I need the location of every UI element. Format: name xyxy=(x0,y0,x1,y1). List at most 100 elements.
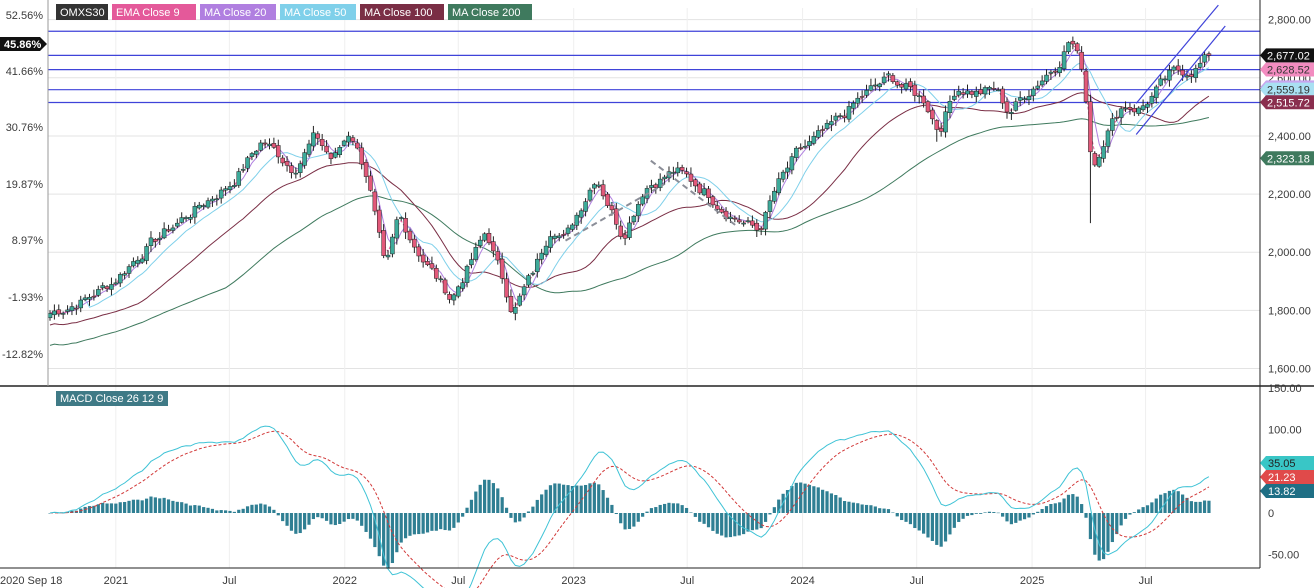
candle-up xyxy=(574,214,580,226)
macd-histogram-bar xyxy=(838,497,842,513)
candle-up xyxy=(881,76,887,84)
candle-down xyxy=(697,183,702,194)
candle-up xyxy=(1110,118,1115,131)
candle-up xyxy=(763,212,768,230)
candle-down xyxy=(719,209,724,213)
legend-swatch xyxy=(360,4,444,20)
macd-histogram-bar xyxy=(158,498,162,513)
candle-down xyxy=(895,81,900,86)
macd-histogram-bar xyxy=(162,497,166,513)
candle-down xyxy=(934,120,940,130)
candle-down xyxy=(1180,69,1185,76)
candle-up xyxy=(52,310,57,316)
macd-histogram-bar xyxy=(373,513,377,548)
macd-histogram-bar xyxy=(531,506,535,513)
candle-up xyxy=(631,215,637,223)
macd-histogram-bar xyxy=(667,502,671,513)
macd-histogram-bar xyxy=(149,496,153,513)
macd-histogram-bar xyxy=(417,513,421,535)
macd-histogram-bar xyxy=(1185,497,1189,513)
macd-histogram-bar xyxy=(939,513,943,547)
candle-down xyxy=(508,296,514,313)
macd-line xyxy=(49,425,1210,588)
macd-histogram-bar xyxy=(746,513,750,532)
x-tick-label: 2022 xyxy=(333,575,357,587)
candle-up xyxy=(1184,75,1190,78)
candle-up xyxy=(596,184,601,187)
macd-histogram-bar xyxy=(904,513,908,522)
candle-up xyxy=(987,87,992,90)
candle-up xyxy=(390,236,395,255)
candle-up xyxy=(87,296,92,300)
candle-up xyxy=(535,258,540,272)
candle-down xyxy=(960,92,966,95)
candle-down xyxy=(1132,108,1137,113)
candle-up xyxy=(227,186,233,190)
macd-histogram-bar xyxy=(456,513,460,523)
x-tick-label: 2021 xyxy=(104,575,128,587)
macd-histogram-bar xyxy=(140,500,144,513)
candle-down xyxy=(284,161,290,166)
macd-histogram-bar xyxy=(430,513,434,531)
candle-up xyxy=(47,313,53,319)
candle-down xyxy=(368,175,373,191)
macd-histogram-bar xyxy=(645,511,649,513)
candle-up xyxy=(210,198,215,202)
legend-label: MA Close 200 xyxy=(452,7,520,19)
candle-up xyxy=(1202,54,1207,63)
macd-histogram-bar xyxy=(996,512,1000,514)
price-tag-shape xyxy=(1260,82,1314,97)
candle-up xyxy=(767,200,773,212)
candle-up xyxy=(627,222,632,238)
legend-item: OMXS30 xyxy=(56,4,108,20)
macd-histogram-bar xyxy=(983,512,987,513)
candle-down xyxy=(372,191,378,212)
macd-histogram-bar xyxy=(1115,513,1119,535)
macd-histogram-bar xyxy=(390,513,395,564)
candle-up xyxy=(741,222,746,225)
candle-down xyxy=(1127,107,1133,110)
price-tag: 2,677.02 xyxy=(1260,48,1314,63)
macd-histogram-bar xyxy=(101,502,105,513)
y-tick-label-price: 1,800.00 xyxy=(1268,305,1311,317)
macd-histogram-bar xyxy=(684,507,689,513)
candle-up xyxy=(824,122,830,129)
macd-signal-line xyxy=(49,430,1210,588)
candle-down xyxy=(715,205,720,210)
macd-histogram-bar xyxy=(1027,513,1031,518)
candle-up xyxy=(745,220,751,223)
candle-down xyxy=(363,162,369,177)
macd-histogram-bar xyxy=(768,513,772,515)
macd-histogram-bar xyxy=(443,513,447,531)
candle-down xyxy=(653,184,659,188)
candle-up xyxy=(126,266,132,274)
macd-histogram-bar xyxy=(544,489,548,513)
candle-down xyxy=(1053,70,1058,73)
legend-swatch xyxy=(112,4,196,20)
macd-histogram-bar xyxy=(382,513,386,566)
candle-up xyxy=(794,147,799,158)
macd-histogram-bar xyxy=(733,513,737,537)
macd-histogram-bar xyxy=(237,509,241,513)
candle-up xyxy=(526,275,531,286)
candle-up xyxy=(662,176,667,180)
price-tag: 2,559.19 xyxy=(1260,82,1314,97)
macd-histogram-bar xyxy=(860,504,864,513)
y-tick-label-price: 2,800.00 xyxy=(1268,15,1311,27)
candle-down xyxy=(930,109,935,120)
candle-up xyxy=(1035,85,1040,89)
candle-down xyxy=(859,96,865,98)
candle-down xyxy=(271,143,277,148)
candle-down xyxy=(614,208,619,225)
price-tag-shape xyxy=(1260,151,1314,166)
candle-down xyxy=(1206,53,1212,56)
candle-down xyxy=(969,91,975,95)
candle-up xyxy=(109,284,114,290)
candle-up xyxy=(868,85,874,91)
macd-histogram-bar xyxy=(333,513,337,526)
candle-down xyxy=(504,278,509,298)
macd-histogram-bar xyxy=(540,494,544,513)
macd-histogram-bar xyxy=(202,507,206,513)
macd-histogram-bar xyxy=(842,501,847,513)
macd-histogram-bar xyxy=(711,513,715,531)
